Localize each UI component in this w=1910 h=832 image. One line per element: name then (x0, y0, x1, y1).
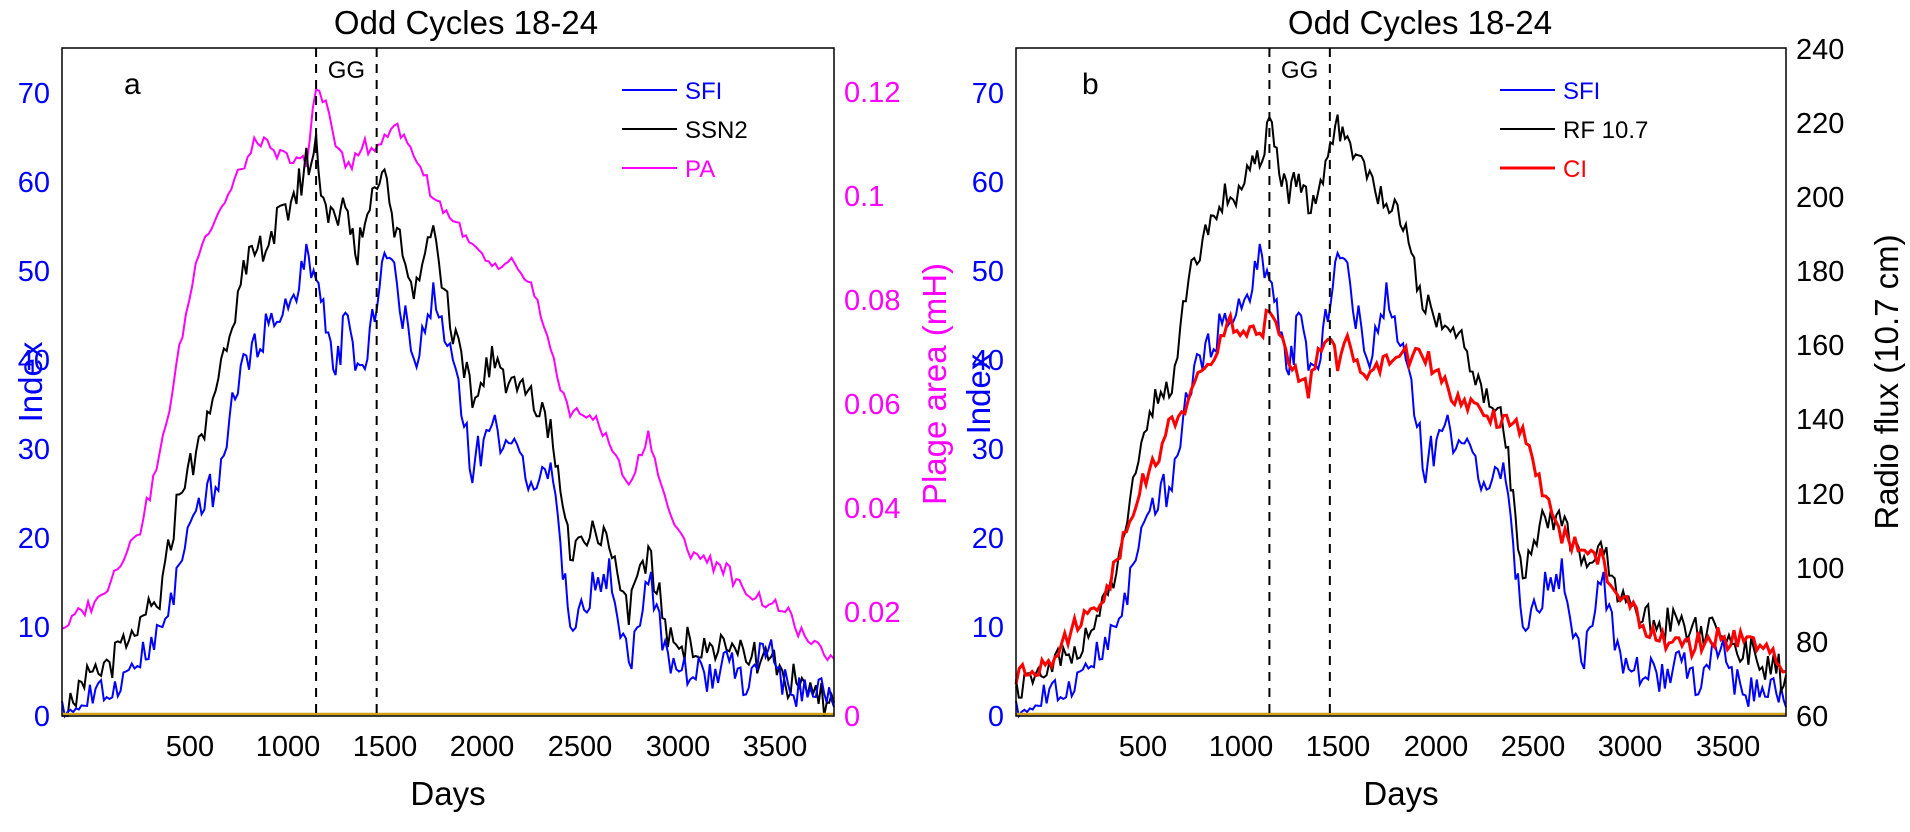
panel-a-left-tick-label: 70 (18, 78, 50, 110)
panel-a-right-tick-label: 0.12 (844, 77, 900, 109)
panel-b-right-tick-label: 100 (1796, 553, 1844, 585)
panel-b-title: Odd Cycles 18-24 (1288, 4, 1552, 41)
panel-b-legend-ci-label: CI (1563, 156, 1587, 183)
panel-a-series-sfi (61, 243, 835, 719)
panel-a-x-ticks: 500 1000 1500 2000 2500 3000 3500 (166, 731, 807, 763)
panel-b-left-tick-label: 20 (972, 523, 1004, 555)
panel-a-right-axis-title: Plage area (mH) (916, 263, 953, 505)
panel-b-gg-label: GG (1281, 57, 1318, 84)
panel-b-left-tick-label: 40 (972, 345, 1004, 377)
panel-b-right-tick-label: 60 (1796, 701, 1828, 733)
panel-b-right-tick-label: 240 (1796, 34, 1844, 66)
panel-a-series-ssn2 (61, 134, 835, 718)
panel-a-left-tick-label: 50 (18, 256, 50, 288)
panel-b-x-axis-title: Days (1363, 775, 1438, 812)
panel-a-left-tick-label: 10 (18, 612, 50, 644)
panel-a-left-tick-label: 0 (34, 701, 50, 733)
panel-b-x-ticks: 500 1000 1500 2000 2500 3000 3500 (1119, 731, 1760, 763)
panel-a: Odd Cycles 18-24 GG 500 1000 1500 2000 2… (12, 4, 953, 812)
panel-a-x-tick-label: 2000 (450, 731, 515, 763)
panel-b-x-tick-label: 3500 (1696, 731, 1761, 763)
panel-a-right-tick-label: 0.1 (844, 181, 884, 213)
panel-b-plot-frame (1015, 47, 1787, 717)
panel-a-letter: a (124, 68, 141, 101)
panel-b-legend: SFI RF 10.7 CI (1500, 78, 1648, 183)
panel-b-left-tick-label: 10 (972, 612, 1004, 644)
panel-a-left-tick-label: 30 (18, 434, 50, 466)
panel-a-right-tick-label: 0 (844, 701, 860, 733)
panel-b-left-tick-label: 70 (972, 78, 1004, 110)
panel-b-left-tick-label: 0 (988, 701, 1004, 733)
panel-b-left-axis-title: Index (960, 353, 997, 434)
panel-a-x-tick-label: 500 (166, 731, 214, 763)
panel-b-right-tick-label: 220 (1796, 108, 1844, 140)
panel-a-legend: SFI SSN2 PA (622, 78, 748, 183)
panel-b-series-ci (1014, 308, 1787, 685)
panel-b-right-tick-label: 140 (1796, 404, 1844, 436)
panel-a-left-tick-label: 60 (18, 167, 50, 199)
panel-b-right-tick-label: 180 (1796, 256, 1844, 288)
panel-b-x-tick-label: 3000 (1598, 731, 1663, 763)
panel-a-right-tick-label: 0.08 (844, 285, 900, 317)
panel-a-left-ticks: 0 10 20 30 40 50 60 70 (18, 78, 50, 733)
panel-a-legend-ssn2-label: SSN2 (685, 117, 748, 144)
panel-a-x-tick-label: 3500 (743, 731, 808, 763)
panel-a-legend-pa-label: PA (685, 156, 715, 183)
panel-b-left-tick-label: 50 (972, 256, 1004, 288)
panel-b-right-tick-label: 200 (1796, 182, 1844, 214)
panel-a-x-tick-label: 1000 (256, 731, 321, 763)
panel-b-series (1014, 114, 1787, 719)
panel-a-left-tick-label: 40 (18, 345, 50, 377)
panel-b-x-tick-label: 1000 (1209, 731, 1274, 763)
panel-a-gg-label: GG (328, 57, 365, 84)
panel-b-series-rf (1015, 114, 1787, 699)
panel-a-legend-sfi-label: SFI (685, 78, 722, 105)
panel-a-title: Odd Cycles 18-24 (334, 4, 598, 41)
panel-a-right-tick-label: 0.06 (844, 389, 900, 421)
panel-a-right-tick-label: 0.04 (844, 493, 900, 525)
panel-a-series-pa (61, 87, 835, 662)
panel-b-right-axis-title: Radio flux (10.7 cm) (1868, 234, 1905, 529)
panel-b-right-tick-label: 120 (1796, 479, 1844, 511)
panel-b-legend-rf-label: RF 10.7 (1563, 117, 1648, 144)
panel-a-x-tick-label: 3000 (646, 731, 711, 763)
panel-b-letter: b (1082, 68, 1099, 101)
panel-a-plot-frame (61, 47, 835, 717)
panel-b-x-tick-label: 500 (1119, 731, 1167, 763)
panel-b-left-tick-label: 30 (972, 434, 1004, 466)
panel-b: Odd Cycles 18-24 GG 500 1000 1500 2000 2… (960, 4, 1905, 812)
panel-a-left-tick-label: 20 (18, 523, 50, 555)
panel-a-right-tick-label: 0.02 (844, 597, 900, 629)
panel-a-right-ticks: 0 0.02 0.04 0.06 0.08 0.1 0.12 (844, 77, 900, 733)
panel-a-x-tick-label: 2500 (548, 731, 613, 763)
panel-b-left-tick-label: 60 (972, 167, 1004, 199)
panel-b-legend-sfi-label: SFI (1563, 78, 1600, 105)
panel-a-x-axis-title: Days (410, 775, 485, 812)
panel-a-x-tick-label: 1500 (353, 731, 418, 763)
panel-b-right-ticks: 60 80 100 120 140 160 180 200 220 240 (1796, 34, 1844, 733)
panel-a-left-axis-title: Index (12, 341, 49, 422)
panel-b-right-tick-label: 160 (1796, 330, 1844, 362)
panel-b-left-ticks: 0 10 20 30 40 50 60 70 (972, 78, 1004, 733)
panel-b-right-tick-label: 80 (1796, 627, 1828, 659)
panel-a-series (61, 87, 835, 719)
panel-b-series-sfi (1015, 243, 1787, 719)
panel-b-x-tick-label: 1500 (1306, 731, 1371, 763)
panel-b-x-tick-label: 2000 (1404, 731, 1469, 763)
panel-b-x-tick-label: 2500 (1501, 731, 1566, 763)
